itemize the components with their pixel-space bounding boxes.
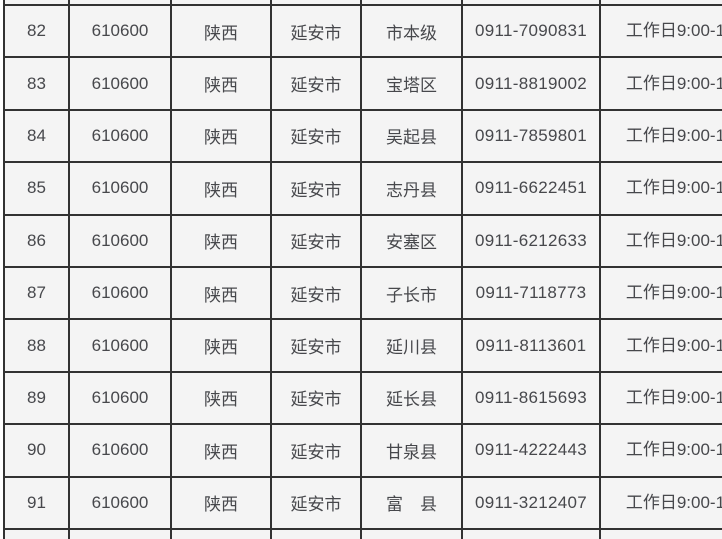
cell-district: 市本级 <box>360 3 463 59</box>
partial-row-bottom <box>3 527 722 539</box>
partial-cell <box>3 527 70 539</box>
partial-cell <box>461 527 601 539</box>
cell-province: 陕西 <box>170 475 272 530</box>
cell-city: 延安市 <box>270 318 362 373</box>
table-row: 88 610600 陕西 延安市 延川县 0911-8113601 工作日9:0… <box>3 318 722 373</box>
cell-phone-number: 0911-7859801 <box>461 108 601 164</box>
cell-district: 志丹县 <box>360 161 463 216</box>
cell-city: 延安市 <box>270 56 362 111</box>
cell-district: 子长市 <box>360 265 463 321</box>
cell-city: 延安市 <box>270 370 362 426</box>
cell-service-hours: 工作日9:00-17:00 <box>599 318 722 373</box>
cell-city: 延安市 <box>270 161 362 216</box>
cell-area-code: 610600 <box>68 108 172 164</box>
cell-district: 宝塔区 <box>360 56 463 111</box>
cell-service-hours: 工作日9:00-17:00 <box>599 56 722 111</box>
cell-phone-number: 0911-8113601 <box>461 318 601 373</box>
cell-district: 吴起县 <box>360 108 463 164</box>
cell-province: 陕西 <box>170 3 272 59</box>
cell-city: 延安市 <box>270 3 362 59</box>
cell-province: 陕西 <box>170 318 272 373</box>
cell-row-number: 91 <box>3 475 70 530</box>
cell-service-hours: 工作日9:00-17:00 <box>599 370 722 426</box>
cell-city: 延安市 <box>270 213 362 268</box>
partial-cell <box>3 0 70 6</box>
partial-cell <box>170 527 272 539</box>
partial-cell <box>461 0 601 6</box>
cell-phone-number: 0911-7118773 <box>461 265 601 321</box>
cell-area-code: 610600 <box>68 161 172 216</box>
cell-row-number: 88 <box>3 318 70 373</box>
cell-service-hours: 工作日9:00-17:00 <box>599 3 722 59</box>
cell-service-hours: 工作日9:00-17:00 <box>599 423 722 478</box>
partial-cell <box>270 527 362 539</box>
cell-province: 陕西 <box>170 213 272 268</box>
table-row: 82 610600 陕西 延安市 市本级 0911-7090831 工作日9:0… <box>3 3 722 59</box>
cell-service-hours: 工作日9:00-17:00 <box>599 108 722 164</box>
table-row: 85 610600 陕西 延安市 志丹县 0911-6622451 工作日9:0… <box>3 161 722 216</box>
cell-district: 延长县 <box>360 370 463 426</box>
cell-area-code: 610600 <box>68 265 172 321</box>
partial-row-top <box>3 0 722 6</box>
cell-row-number: 86 <box>3 213 70 268</box>
table-row: 86 610600 陕西 延安市 安塞区 0911-6212633 工作日9:0… <box>3 213 722 268</box>
partial-cell <box>270 0 362 6</box>
cell-area-code: 610600 <box>68 3 172 59</box>
cell-area-code: 610600 <box>68 370 172 426</box>
cell-area-code: 610600 <box>68 213 172 268</box>
cell-row-number: 84 <box>3 108 70 164</box>
cell-city: 延安市 <box>270 265 362 321</box>
contact-table: 82 610600 陕西 延安市 市本级 0911-7090831 工作日9:0… <box>3 0 722 539</box>
partial-cell <box>360 0 463 6</box>
table-row: 90 610600 陕西 延安市 甘泉县 0911-4222443 工作日9:0… <box>3 423 722 478</box>
partial-cell <box>68 527 172 539</box>
cell-province: 陕西 <box>170 423 272 478</box>
cell-phone-number: 0911-4222443 <box>461 423 601 478</box>
table-row: 87 610600 陕西 延安市 子长市 0911-7118773 工作日9:0… <box>3 265 722 321</box>
table-row: 89 610600 陕西 延安市 延长县 0911-8615693 工作日9:0… <box>3 370 722 426</box>
cell-service-hours: 工作日9:00-17:00 <box>599 265 722 321</box>
cell-row-number: 89 <box>3 370 70 426</box>
table-row: 84 610600 陕西 延安市 吴起县 0911-7859801 工作日9:0… <box>3 108 722 164</box>
cell-province: 陕西 <box>170 370 272 426</box>
cell-phone-number: 0911-3212407 <box>461 475 601 530</box>
cell-city: 延安市 <box>270 108 362 164</box>
cell-phone-number: 0911-8615693 <box>461 370 601 426</box>
cell-row-number: 85 <box>3 161 70 216</box>
cell-province: 陕西 <box>170 108 272 164</box>
cell-phone-number: 0911-7090831 <box>461 3 601 59</box>
cell-phone-number: 0911-6212633 <box>461 213 601 268</box>
table-body: 82 610600 陕西 延安市 市本级 0911-7090831 工作日9:0… <box>3 0 722 539</box>
table-row: 91 610600 陕西 延安市 富 县 0911-3212407 工作日9:0… <box>3 475 722 530</box>
cell-area-code: 610600 <box>68 423 172 478</box>
cell-district: 甘泉县 <box>360 423 463 478</box>
partial-cell <box>599 0 722 6</box>
cell-district: 富 县 <box>360 475 463 530</box>
cell-service-hours: 工作日9:00-17:00 <box>599 475 722 530</box>
cell-phone-number: 0911-8819002 <box>461 56 601 111</box>
partial-cell <box>68 0 172 6</box>
partial-cell <box>360 527 463 539</box>
cell-row-number: 82 <box>3 3 70 59</box>
cell-phone-number: 0911-6622451 <box>461 161 601 216</box>
cell-district: 安塞区 <box>360 213 463 268</box>
cell-area-code: 610600 <box>68 475 172 530</box>
cell-area-code: 610600 <box>68 318 172 373</box>
cell-province: 陕西 <box>170 56 272 111</box>
table-row: 83 610600 陕西 延安市 宝塔区 0911-8819002 工作日9:0… <box>3 56 722 111</box>
partial-cell <box>170 0 272 6</box>
cell-row-number: 90 <box>3 423 70 478</box>
cell-service-hours: 工作日9:00-17:00 <box>599 161 722 216</box>
cell-row-number: 83 <box>3 56 70 111</box>
cell-area-code: 610600 <box>68 56 172 111</box>
cell-city: 延安市 <box>270 475 362 530</box>
cell-district: 延川县 <box>360 318 463 373</box>
cell-province: 陕西 <box>170 265 272 321</box>
cell-service-hours: 工作日9:00-17:00 <box>599 213 722 268</box>
partial-cell <box>599 527 722 539</box>
cell-city: 延安市 <box>270 423 362 478</box>
cell-row-number: 87 <box>3 265 70 321</box>
cell-province: 陕西 <box>170 161 272 216</box>
